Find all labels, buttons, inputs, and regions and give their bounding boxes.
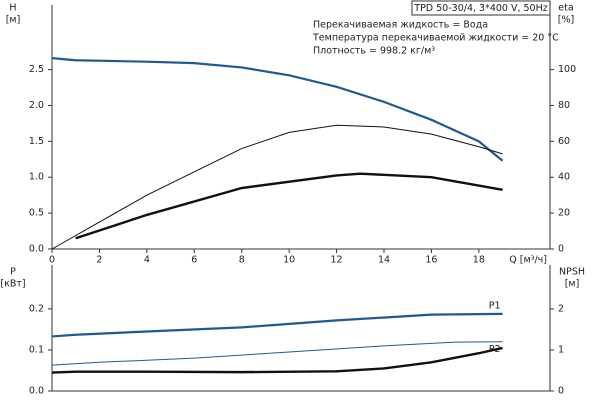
- x-tick-label: 12: [331, 255, 343, 266]
- x-axis-label: Q [м³/ч]: [509, 255, 547, 266]
- x-tick-label: 2: [96, 255, 102, 266]
- annotation: Перекачиваемая жидкость = Вода: [313, 20, 488, 31]
- x-tick-label: 8: [239, 255, 245, 266]
- y2-axis-label: eta: [558, 3, 573, 14]
- curve: [51, 124, 503, 250]
- x-tick-label: 0: [49, 255, 55, 266]
- y-tick-label: 0.2: [29, 303, 44, 314]
- curve: [51, 341, 503, 366]
- y2-tick-label: 20: [558, 208, 570, 219]
- x-tick-label: 16: [425, 255, 437, 266]
- curve: [51, 346, 503, 374]
- y-axis-label: H: [9, 3, 16, 14]
- curve-label: P1: [489, 300, 501, 311]
- curve: [75, 172, 503, 240]
- curve: [51, 57, 504, 162]
- y-axis-label: [м]: [6, 15, 21, 26]
- y2-tick-label: 80: [558, 100, 570, 111]
- y2-tick-label: 2: [558, 303, 564, 314]
- y-tick-label: 2.5: [29, 64, 44, 75]
- y2-axis-label: [м]: [565, 279, 580, 290]
- x-tick-label: 14: [378, 255, 390, 266]
- y2-tick-label: 0: [558, 386, 564, 397]
- y-axis-label: [кВт]: [0, 279, 25, 290]
- chart-title: TPD 50-30/4, 3*400 V, 50Hz: [413, 3, 547, 14]
- y2-axis-label: NPSH: [559, 267, 585, 278]
- y2-tick-label: 0: [558, 244, 564, 255]
- y-axis-label: P: [10, 267, 16, 278]
- annotation: Плотность = 998.2 кг/м³: [313, 46, 435, 57]
- y-tick-label: 1.0: [29, 172, 44, 183]
- y-tick-label: 0.5: [29, 208, 44, 219]
- annotation: Температура перекачиваемой жидкости = 20…: [312, 33, 559, 44]
- y2-tick-label: 1: [558, 344, 564, 355]
- x-tick-label: 6: [191, 255, 197, 266]
- y-tick-label: 2.0: [29, 100, 44, 111]
- x-tick-label: 10: [283, 255, 295, 266]
- y2-tick-label: 60: [558, 136, 570, 147]
- y-tick-label: 1.5: [29, 136, 44, 147]
- x-tick-label: 18: [473, 255, 485, 266]
- y-tick-label: 0.0: [29, 386, 44, 397]
- x-tick-label: 4: [144, 255, 150, 266]
- y-tick-label: 0.1: [29, 344, 44, 355]
- y2-tick-label: 100: [558, 64, 576, 75]
- title-box: [411, 0, 551, 16]
- y-tick-label: 0.0: [29, 244, 44, 255]
- curve: [51, 312, 503, 338]
- y2-tick-label: 40: [558, 172, 570, 183]
- y2-axis-label: [%]: [558, 15, 574, 26]
